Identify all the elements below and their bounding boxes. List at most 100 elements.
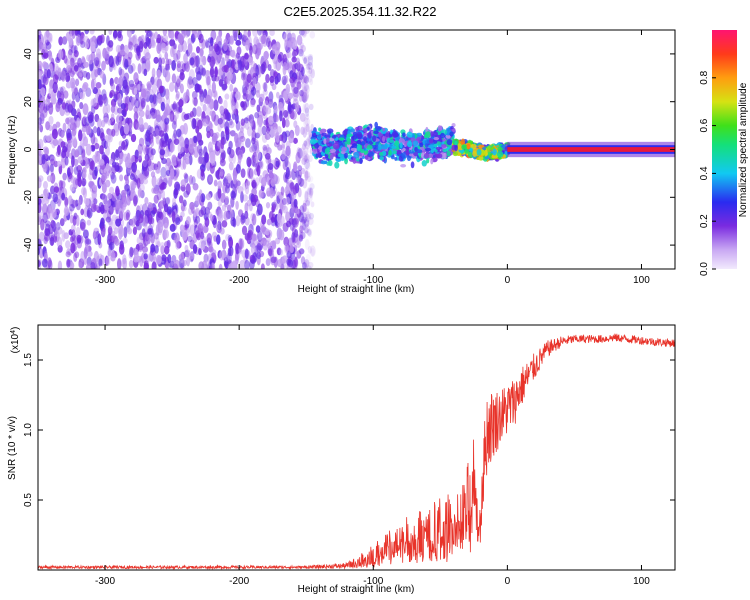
spectrogram-cell — [289, 182, 294, 190]
snr-xtick-label: 100 — [633, 576, 650, 587]
spectrogram-cell — [69, 57, 75, 67]
spectrogram-cell — [47, 259, 53, 269]
spectrogram-cell — [200, 205, 207, 216]
spectrogram-cell — [430, 158, 434, 165]
spectrogram-cell — [187, 37, 192, 47]
spectrogram-cell — [105, 162, 110, 172]
spectrogram-cell — [179, 72, 185, 81]
spectrogram-cell — [86, 250, 93, 257]
spectrogram-cell — [61, 192, 66, 201]
spectrogram-cell — [326, 128, 334, 134]
spectrogram-cell — [161, 158, 167, 165]
spectrogram-cell — [208, 176, 213, 183]
spectrogram-cell — [166, 196, 171, 206]
spectrogram-cell — [275, 131, 280, 144]
spectrogram-cell — [298, 48, 304, 57]
colorbar-label: Normalized spectral amplitude — [738, 82, 749, 217]
spectrogram-cell — [134, 169, 141, 180]
spectrogram-cell — [82, 229, 89, 239]
spectrogram-cell — [285, 220, 292, 228]
spectrogram-cell — [399, 142, 403, 149]
spectrogram-cell — [66, 248, 72, 256]
spectrogram-cell — [148, 30, 153, 38]
spectrogram-cell — [85, 238, 92, 245]
spectrogram-cell — [185, 60, 190, 72]
spectrogram-cell — [254, 132, 261, 139]
spectrogram-cell — [80, 40, 86, 48]
spectrogram-cell — [241, 225, 248, 236]
spectrogram-cell — [260, 224, 267, 233]
spectrogram-cell — [379, 152, 384, 156]
spectrogram-cell — [298, 70, 304, 81]
spectrogram-cell — [75, 34, 81, 46]
spectrogram-cell — [128, 79, 135, 88]
colorbar-tick-label: 0.8 — [699, 70, 710, 84]
spectrogram-cell — [171, 103, 177, 110]
spectrogram-cell — [159, 85, 164, 94]
spectrogram-cell — [150, 138, 155, 148]
spectrogram-cell — [44, 220, 51, 227]
spectrogram-cell — [98, 35, 103, 42]
spectrogram-cell — [39, 112, 45, 125]
spectrogram-cell — [136, 177, 141, 190]
spectrogram-cell — [175, 155, 182, 167]
spectrogram-cell — [193, 145, 199, 158]
spectrogram-cell — [94, 236, 100, 246]
spectrogram-cell — [293, 137, 298, 144]
spectrogram-cell — [424, 143, 429, 148]
spectrogram-cell — [126, 227, 133, 235]
spectrogram-cell — [127, 102, 134, 111]
spectrogram-cell — [171, 73, 177, 84]
spectrogram-cell — [113, 93, 118, 103]
spectrogram-cell — [181, 229, 188, 241]
spectrogram-cell — [258, 115, 263, 128]
spectrogram-ytick-label: -20 — [23, 190, 34, 205]
spectrogram-cell — [217, 117, 223, 125]
spectrogram-cell — [373, 130, 379, 135]
spectrogram-cell — [262, 89, 268, 96]
spectrogram-cell — [309, 187, 314, 196]
spectrogram-cell — [67, 33, 73, 46]
spectrogram-cell — [180, 205, 187, 212]
spectrogram-cell — [176, 79, 182, 90]
spectrogram-cell — [179, 61, 185, 69]
spectrogram-cell — [229, 35, 235, 45]
spectrogram-cell — [144, 30, 150, 34]
spectrogram-cell — [82, 103, 89, 116]
spectrogram-cell — [81, 187, 86, 196]
spectrogram-cell — [302, 202, 307, 213]
spectrogram-cell — [96, 126, 101, 137]
spectrogram-cell — [359, 157, 363, 165]
spectrogram-cell — [206, 75, 211, 86]
spectrogram-cell — [301, 157, 307, 166]
spectrogram-cell — [261, 176, 267, 187]
spectrogram-cell — [305, 66, 311, 73]
spectrogram-cell — [73, 165, 79, 175]
spectrogram-cell — [302, 179, 308, 189]
spectrogram-cell — [302, 218, 306, 231]
spectrogram-cell — [94, 56, 100, 67]
spectrogram-cell — [141, 228, 146, 238]
spectrogram-cell — [292, 185, 298, 195]
spectrogram-cell — [133, 255, 139, 263]
colorbar-ticks: 0.0 0.2 0.4 0.6 0.8 — [699, 70, 716, 276]
spectrogram-cell — [137, 187, 143, 198]
spectrogram-cell — [219, 105, 225, 115]
spectrogram-cell — [224, 185, 230, 194]
spectrogram-cell — [185, 249, 191, 258]
spectrogram-cell — [105, 216, 112, 223]
spectrogram-cell — [141, 203, 148, 215]
spectrogram-cell — [211, 135, 217, 145]
spectrogram-cell — [98, 258, 103, 267]
spectrogram-cell — [81, 177, 87, 187]
spectrogram-cell — [165, 58, 170, 70]
spectrogram-cell — [243, 30, 248, 41]
spectrogram-cell — [296, 70, 301, 81]
colorbar-tick-label: 0.2 — [699, 214, 710, 228]
spectrogram-cell — [209, 128, 214, 137]
spectrogram-cell — [478, 155, 484, 161]
spectrogram-cell — [56, 236, 63, 248]
spectrogram-cell — [197, 156, 204, 165]
spectrogram-cell — [161, 189, 166, 200]
spectrogram-cell — [222, 178, 229, 187]
